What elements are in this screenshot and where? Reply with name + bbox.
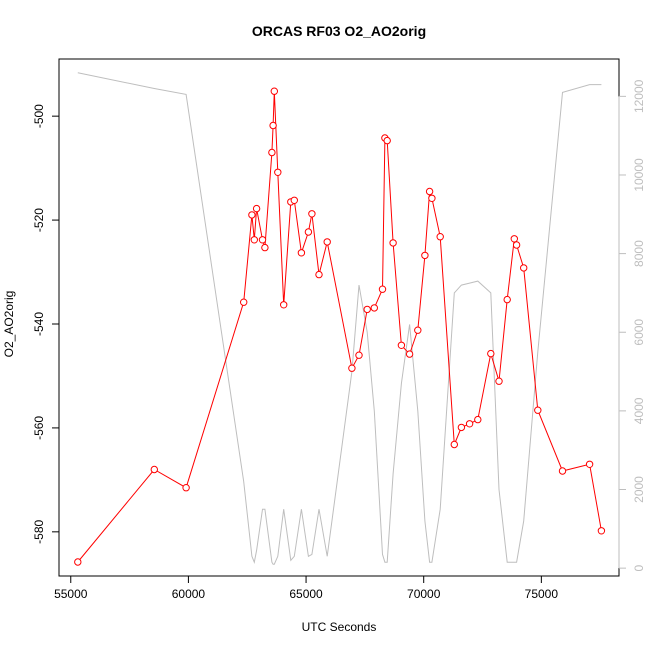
data-point bbox=[270, 87, 278, 95]
y-axis-label: O2_AO2orig bbox=[2, 291, 16, 358]
data-point bbox=[370, 304, 378, 312]
data-point bbox=[520, 264, 528, 272]
data-point bbox=[397, 341, 406, 349]
series-layer bbox=[74, 72, 606, 566]
data-point bbox=[297, 249, 306, 257]
chart-title: ORCAS RF03 O2_AO2orig bbox=[252, 23, 426, 39]
data-point bbox=[414, 326, 422, 334]
data-point bbox=[250, 236, 259, 244]
data-point bbox=[421, 251, 429, 260]
data-point bbox=[512, 241, 521, 249]
data-point bbox=[308, 210, 316, 218]
data-point bbox=[248, 211, 256, 219]
data-point bbox=[323, 238, 331, 246]
data-point bbox=[268, 148, 276, 157]
y2-tick-label: 4000 bbox=[632, 397, 646, 424]
data-point bbox=[389, 239, 397, 247]
data-point bbox=[280, 301, 288, 309]
y2-tick-label: 6000 bbox=[632, 319, 646, 346]
altitude-series-line bbox=[77, 72, 602, 565]
data-point bbox=[182, 484, 190, 492]
o2-series-line bbox=[77, 91, 602, 563]
x-axis-label: UTC Seconds bbox=[302, 620, 377, 634]
x-tick-label: 75000 bbox=[525, 587, 559, 601]
y2-tick-label: 10000 bbox=[632, 158, 646, 192]
data-point bbox=[315, 270, 323, 279]
secondary-y-axis: 0 2000 4000 6000 8000 10000 12000 bbox=[618, 79, 646, 571]
data-point bbox=[425, 187, 434, 196]
data-point bbox=[355, 351, 363, 359]
data-point bbox=[503, 295, 511, 304]
data-point bbox=[510, 235, 518, 243]
y2-tick-label: 8000 bbox=[632, 240, 646, 267]
x-axis: 55000 60000 65000 70000 75000 bbox=[54, 576, 558, 601]
data-point bbox=[495, 377, 503, 385]
data-point bbox=[585, 460, 594, 468]
data-point bbox=[474, 415, 482, 424]
y2-tick-label: 0 bbox=[632, 564, 646, 571]
data-point bbox=[252, 204, 261, 213]
data-point bbox=[534, 406, 542, 414]
data-point bbox=[274, 168, 282, 177]
plot-frame bbox=[58, 58, 620, 577]
data-point bbox=[487, 349, 495, 358]
data-point bbox=[428, 194, 436, 203]
data-point bbox=[290, 196, 298, 205]
x-tick-label: 60000 bbox=[172, 587, 206, 601]
data-point bbox=[261, 243, 269, 252]
y-axis: -580 -560 -540 -520 -500 bbox=[32, 104, 59, 544]
data-point bbox=[240, 298, 248, 306]
data-point bbox=[348, 364, 356, 372]
x-tick-label: 55000 bbox=[54, 587, 88, 601]
y-tick-label: -520 bbox=[32, 208, 46, 232]
data-point bbox=[465, 420, 474, 428]
x-tick-label: 70000 bbox=[407, 587, 441, 601]
data-point bbox=[378, 285, 387, 293]
x-tick-label: 65000 bbox=[289, 587, 323, 601]
data-point bbox=[258, 236, 267, 244]
data-point bbox=[597, 527, 606, 535]
data-point bbox=[405, 350, 414, 358]
y2-tick-label: 2000 bbox=[632, 476, 646, 503]
y-tick-label: -500 bbox=[32, 104, 46, 128]
data-point bbox=[363, 305, 371, 314]
data-point bbox=[383, 136, 391, 145]
data-point bbox=[457, 423, 466, 432]
data-point bbox=[450, 440, 458, 449]
data-point bbox=[304, 228, 313, 236]
data-point bbox=[269, 121, 277, 130]
data-point bbox=[74, 558, 82, 566]
y2-tick-label: 12000 bbox=[632, 79, 646, 113]
data-point bbox=[436, 233, 444, 241]
y-tick-label: -540 bbox=[32, 312, 46, 336]
y-tick-label: -580 bbox=[32, 520, 46, 544]
data-point bbox=[150, 465, 159, 474]
y-tick-label: -560 bbox=[32, 416, 46, 440]
data-point bbox=[558, 467, 567, 475]
